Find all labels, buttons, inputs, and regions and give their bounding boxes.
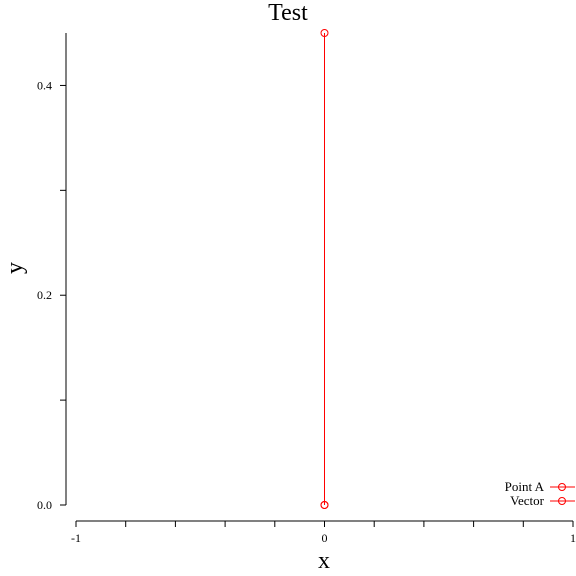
plot-area — [320, 29, 329, 509]
y-axis-ticks: 0.0 0.2 0.4 — [37, 78, 66, 512]
data-point-vector — [320, 29, 329, 37]
y-axis-label: y — [2, 262, 28, 274]
legend-swatch-marker — [558, 497, 566, 505]
legend-label: Vector — [510, 493, 545, 508]
x-tick-label: 1 — [570, 531, 576, 545]
y-tick-label: 0.4 — [37, 78, 52, 92]
x-tick-label: -1 — [71, 531, 81, 545]
y-tick-label: 0.2 — [37, 288, 52, 302]
x-axis-label: x — [318, 548, 330, 574]
data-point-vector — [320, 501, 329, 509]
legend-label: Point A — [505, 479, 545, 494]
chart-title: Test — [268, 0, 308, 26]
x-tick-label: 0 — [322, 531, 328, 545]
y-tick-label: 0.0 — [37, 498, 52, 512]
x-axis-ticks: -1 0 1 — [71, 521, 576, 545]
legend-swatch-marker — [558, 483, 566, 491]
